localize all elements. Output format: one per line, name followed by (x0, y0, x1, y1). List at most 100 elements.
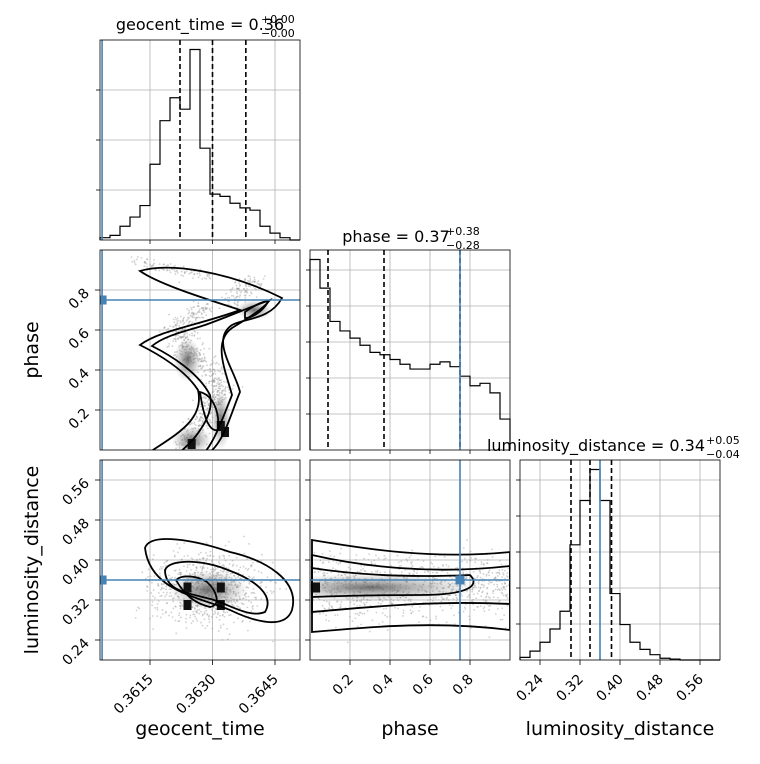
sample-point (484, 596, 487, 599)
sample-point (252, 280, 255, 283)
sample-point (221, 639, 224, 641)
sample-point (436, 571, 439, 574)
sample-point (159, 595, 162, 598)
sample-point (193, 421, 196, 424)
sample-point (212, 388, 215, 391)
sample-point (409, 600, 412, 603)
sample-point (505, 585, 508, 588)
sample-point (223, 569, 226, 572)
sample-point (241, 386, 244, 388)
sample-point (203, 404, 206, 407)
sample-point (214, 568, 217, 571)
sample-point (495, 580, 498, 583)
sample-point (260, 581, 263, 583)
sample-point (181, 336, 184, 339)
sample-point (243, 535, 246, 538)
sample-point (266, 591, 268, 594)
sample-point (349, 568, 352, 570)
sample-point (477, 590, 480, 593)
sample-point (206, 613, 209, 616)
panel-frame (99, 39, 301, 241)
sample-point (481, 591, 483, 594)
sample-point (492, 596, 495, 599)
sample-point (237, 605, 240, 608)
sample-point (183, 327, 186, 330)
sample-point (178, 547, 181, 550)
sample-point (488, 574, 491, 577)
sample-point (210, 310, 213, 313)
sample-point (447, 565, 450, 568)
sample-point (193, 333, 196, 336)
sample-point (213, 379, 216, 382)
sample-point (226, 386, 229, 389)
sample-point (204, 307, 207, 310)
sample-point (435, 617, 437, 620)
sample-point (188, 320, 190, 323)
sample-point (178, 614, 180, 617)
sample-point (489, 604, 492, 607)
sample-point (204, 308, 207, 311)
sample-point (499, 589, 501, 592)
sample-point (134, 616, 137, 619)
sample-point (165, 588, 167, 591)
sample-point (418, 621, 420, 623)
sample-point (437, 566, 440, 569)
sample-point (203, 396, 206, 399)
sample-point (501, 588, 504, 591)
sample-point (325, 614, 328, 617)
sample-point (373, 559, 376, 562)
sample-point (323, 607, 326, 610)
sample-point (214, 566, 216, 569)
sample-point (250, 565, 253, 568)
sample-point (411, 605, 414, 608)
sample-point (466, 561, 468, 564)
sample-point (482, 607, 485, 610)
sample-point (339, 603, 342, 606)
sample-point (180, 336, 183, 339)
sample-point (198, 612, 201, 615)
sample-point (181, 335, 184, 338)
sample-point (384, 571, 386, 574)
sample-point (502, 573, 505, 576)
sample-point (241, 619, 244, 622)
sample-point (206, 427, 209, 430)
sample-point (208, 404, 210, 407)
sample-point (222, 609, 225, 612)
sample-point (377, 602, 380, 604)
sample-point (203, 356, 206, 359)
sample-point (160, 594, 163, 597)
density-peak (216, 582, 225, 593)
sample-point (476, 606, 479, 608)
sample-point (504, 582, 506, 585)
sample-point (162, 591, 165, 594)
sample-point (228, 540, 230, 543)
sample-point (194, 418, 197, 421)
sample-point (206, 407, 208, 410)
sample-point (349, 615, 351, 618)
sample-point (130, 256, 133, 258)
sample-point (217, 363, 220, 366)
sample-point (248, 294, 251, 297)
truth-marker (100, 295, 107, 305)
sample-point (249, 285, 251, 288)
sample-point (189, 271, 192, 274)
sample-point (206, 401, 209, 403)
title-luminosity-distance-plus: +0.05 (706, 434, 740, 447)
sample-point (244, 278, 246, 280)
sample-point (201, 422, 204, 425)
sample-point (192, 300, 195, 303)
sample-point (214, 355, 217, 357)
sample-point (228, 391, 231, 394)
sample-point (233, 302, 236, 305)
sample-point (243, 287, 245, 290)
sample-point (187, 417, 190, 420)
sample-point (190, 312, 193, 315)
sample-point (203, 277, 206, 279)
sample-point (190, 569, 192, 571)
sample-point (151, 615, 154, 617)
sample-point (349, 601, 352, 604)
sample-point (176, 338, 179, 340)
sample-point (364, 570, 367, 573)
sample-point (473, 608, 475, 611)
sample-point (251, 607, 254, 610)
